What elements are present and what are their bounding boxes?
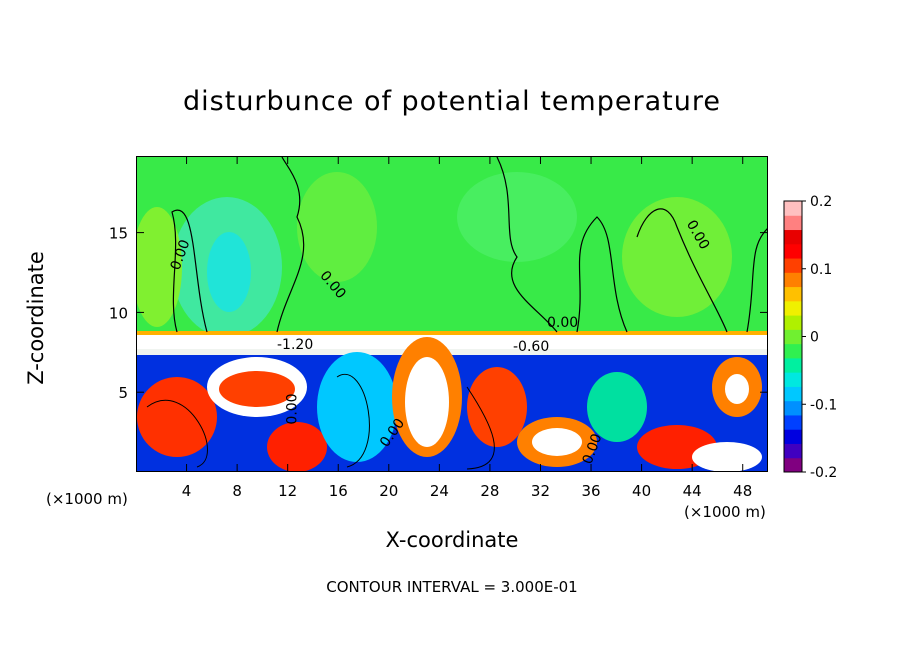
colorbar-swatch-9 — [784, 329, 802, 345]
colorbar-swatch-8 — [784, 343, 802, 359]
colorbar-swatch-18 — [784, 201, 802, 216]
lower-blob-5b — [405, 357, 449, 447]
contour-line-1 — [171, 209, 208, 333]
inversion-band-3 — [137, 349, 767, 355]
y-tick-label-1: 10 — [109, 304, 128, 322]
upper-patch-3 — [622, 197, 732, 317]
lower-blob-10b — [725, 374, 749, 404]
upper-cool-core — [207, 232, 251, 312]
contour-label-4: 0.00 — [547, 315, 579, 331]
lower-blob-6 — [467, 367, 527, 447]
lower-blob-4 — [317, 352, 397, 462]
x-tick-label-11: 48 — [733, 482, 752, 500]
colorbar-swatch-5 — [784, 386, 802, 402]
x-tick-label-3: 16 — [329, 482, 348, 500]
x-tick-label-8: 36 — [581, 482, 600, 500]
colorbar-swatch-1 — [784, 443, 802, 459]
colorbar-swatch-10 — [784, 315, 802, 330]
contour-label-9: -0.60 — [513, 339, 550, 355]
upper-patch-2 — [457, 172, 577, 262]
colorbar-swatch-2 — [784, 429, 802, 444]
x-tick-label-0: 4 — [182, 482, 192, 500]
y-axis-label: Z-coordinate — [24, 251, 48, 385]
contour-line-6 — [146, 373, 495, 470]
plot-area: 0.00 0.00 0.00 0.00 0.00 0.00 0.00 -1.20… — [136, 156, 768, 472]
x-tick-label-10: 44 — [683, 482, 702, 500]
x-tick-label-4: 20 — [379, 482, 398, 500]
inversion-band-1 — [137, 331, 767, 335]
x-tick-label-6: 28 — [480, 482, 499, 500]
x-unit-label-right: (×1000 m) — [684, 503, 766, 521]
x-tick-label-1: 8 — [232, 482, 242, 500]
colorbar-tick-label-0: -0.2 — [810, 465, 837, 481]
chart-title: disturbunce of potential temperature — [183, 86, 721, 117]
lower-blob-11 — [692, 442, 762, 471]
contour-line-5 — [636, 208, 767, 333]
colorbar-swatch-15 — [784, 243, 802, 259]
colorbar-swatch-6 — [784, 372, 802, 387]
lower-blob-3 — [267, 422, 327, 471]
colorbar-swatch-4 — [784, 400, 802, 416]
y-tick-label-0: 5 — [118, 384, 128, 402]
contour-line-2 — [276, 157, 305, 333]
colorbar-tick-label-2: 0 — [810, 330, 819, 346]
x-axis-label: X-coordinate — [385, 528, 519, 552]
lower-blob-2b — [219, 371, 295, 407]
contour-line-3 — [496, 157, 558, 333]
colorbar-tick-label-1: -0.1 — [810, 397, 837, 413]
colorbar-swatch-16 — [784, 229, 802, 245]
colorbar-swatch-3 — [784, 414, 802, 430]
inversion-band-2 — [137, 335, 767, 349]
colorbar-swatch-0 — [784, 457, 802, 473]
lower-blob-8 — [587, 372, 647, 442]
x-tick-label-2: 12 — [278, 482, 297, 500]
upper-patch-4 — [137, 207, 182, 327]
upper-warm-patch — [297, 172, 377, 282]
x-tick-label-5: 24 — [430, 482, 449, 500]
contour-label-8: -1.20 — [277, 337, 314, 353]
heatmap-field — [137, 157, 767, 471]
y-tick-label-2: 15 — [109, 225, 128, 243]
x-unit-label-left: (×1000 m) — [46, 490, 128, 508]
x-tick-label-7: 32 — [531, 482, 550, 500]
contour-interval-note: CONTOUR INTERVAL = 3.000E-01 — [326, 578, 578, 596]
colorbar-swatch-13 — [784, 272, 802, 288]
contour-label-5: 0.00 — [284, 393, 301, 425]
colorbar-frame — [783, 200, 803, 473]
colorbar-swatch-12 — [784, 286, 802, 302]
colorbar-swatch-7 — [784, 357, 802, 373]
colorbar-tick-label-3: 0.1 — [810, 262, 832, 278]
colorbar-tick-label-4: 0.2 — [810, 194, 832, 210]
lower-blob-1 — [137, 377, 217, 457]
colorbar-swatch-11 — [784, 300, 802, 316]
x-tick-label-9: 40 — [632, 482, 651, 500]
contour-line-4 — [576, 216, 628, 333]
lower-blob-7b — [532, 428, 582, 456]
colorbar-swatch-17 — [784, 215, 802, 231]
colorbar-swatch-14 — [784, 258, 802, 273]
